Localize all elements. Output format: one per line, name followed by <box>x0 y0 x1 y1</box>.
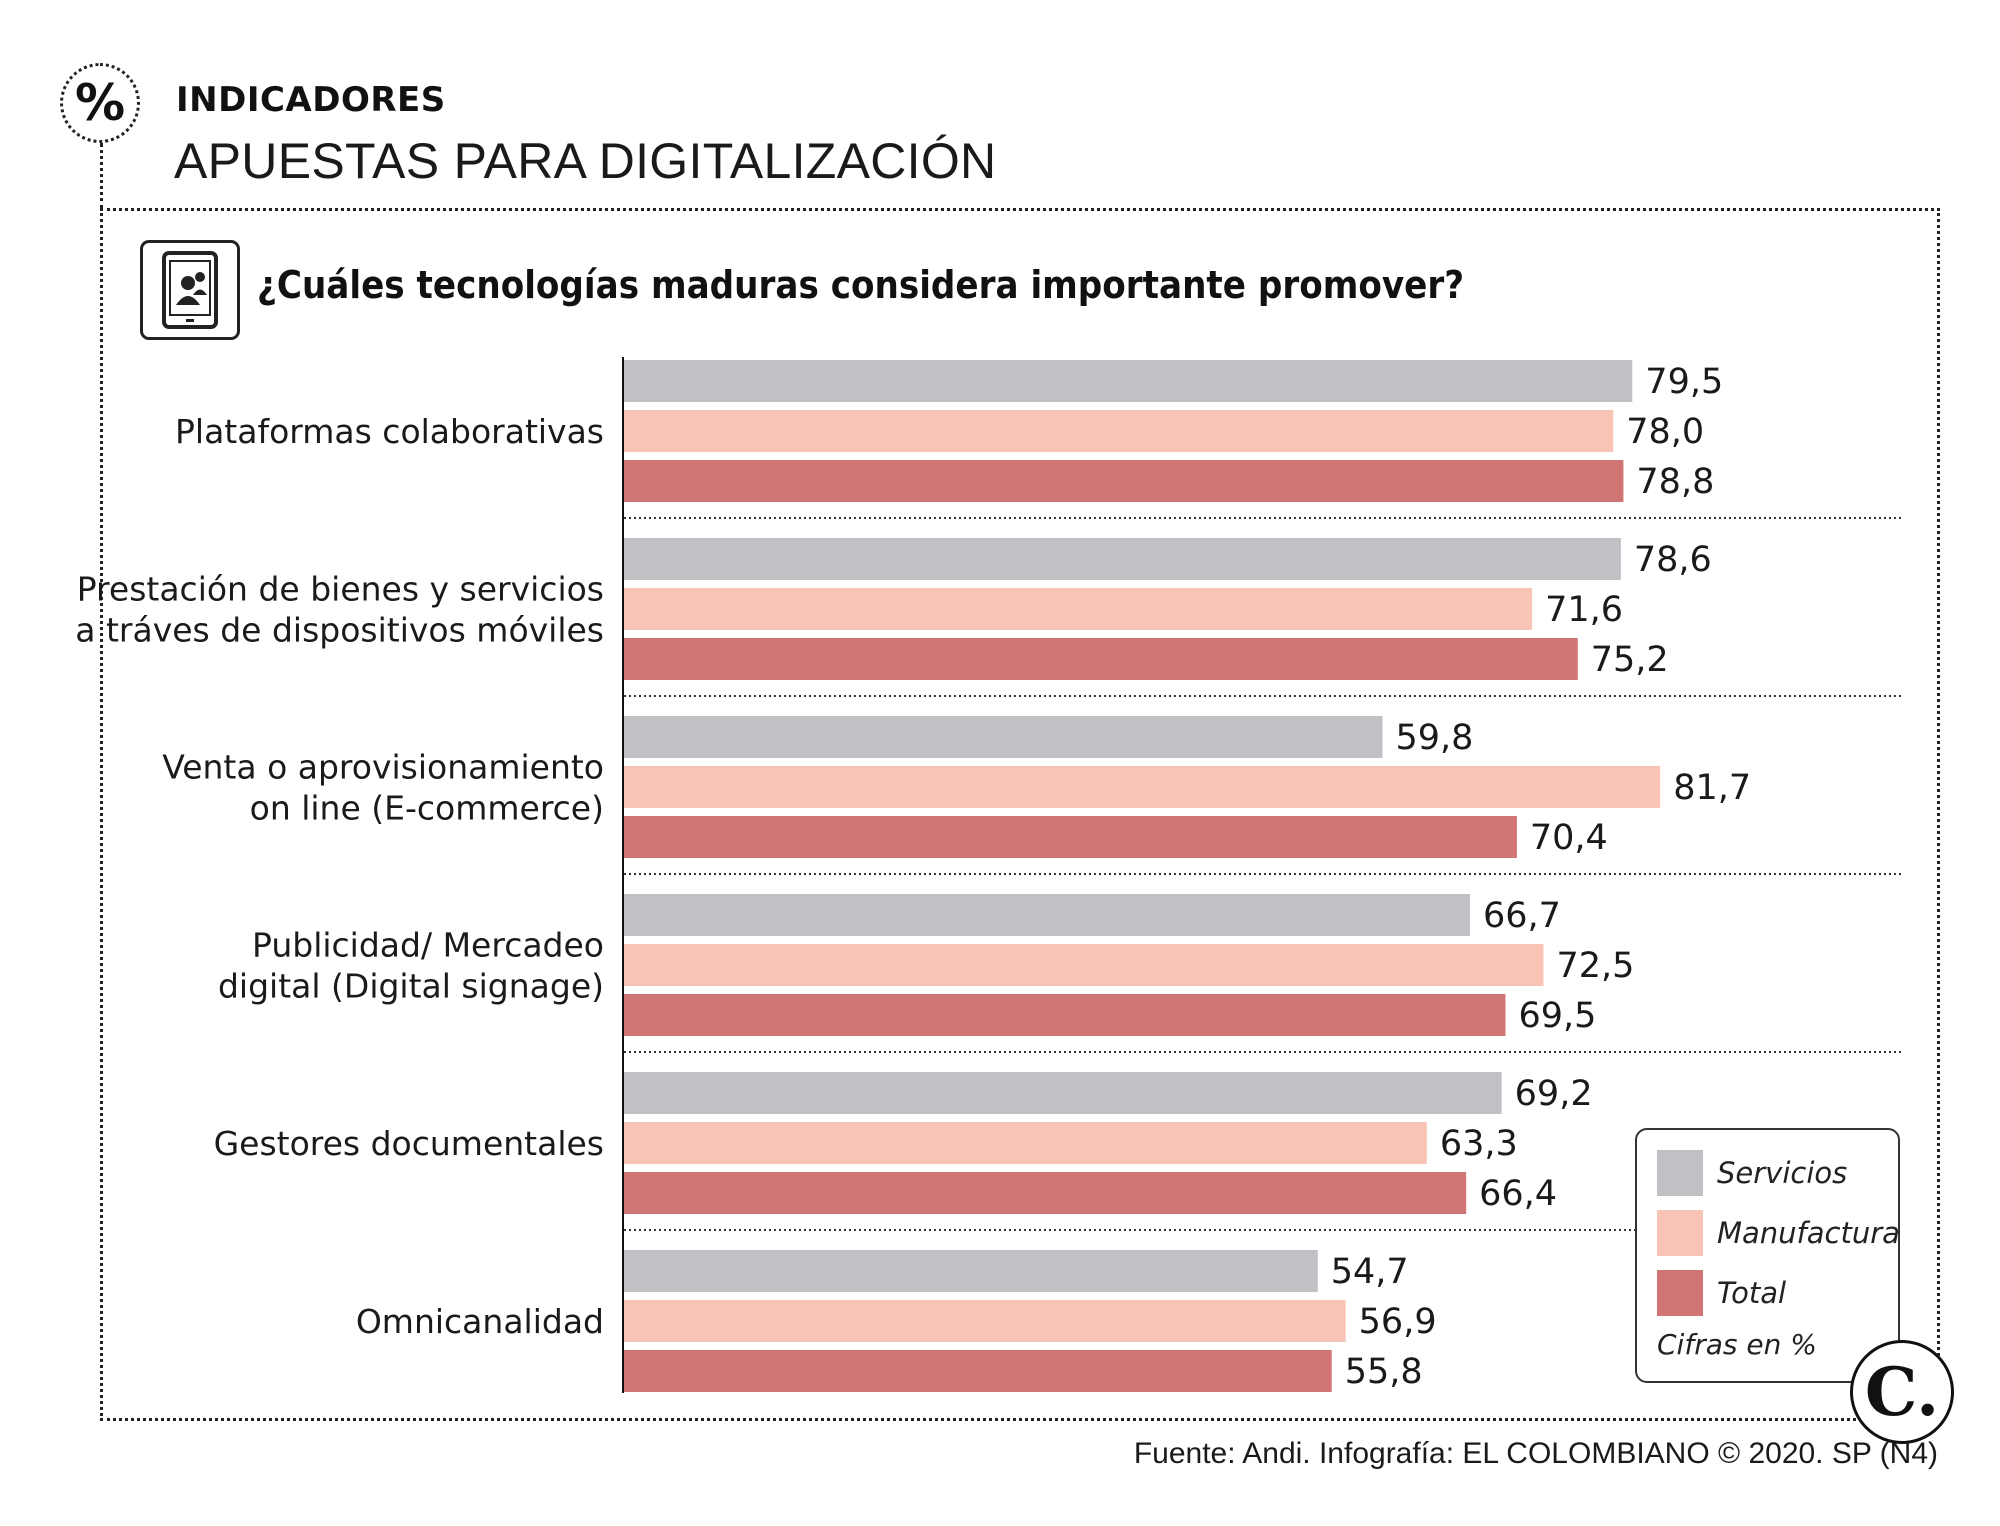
bar-ecommerce-manufactura <box>624 766 1661 808</box>
bar-plataformas-servicios <box>624 360 1633 402</box>
value-label-moviles-servicios: 78,6 <box>1634 540 1712 580</box>
value-label-ecommerce-manufactura: 81,7 <box>1673 768 1751 808</box>
category-label-plataformas: Plataformas colaborativas <box>175 412 604 451</box>
value-label-moviles-manufactura: 71,6 <box>1545 590 1623 630</box>
legend-item-total: Total <box>1657 1270 1786 1316</box>
bar-gestores-servicios <box>624 1072 1502 1114</box>
logo-letter: C. <box>1864 1353 1940 1431</box>
value-label-gestores-manufactura: 63,3 <box>1440 1124 1518 1164</box>
category-label-omnicanalidad: Omnicanalidad <box>356 1302 604 1341</box>
value-label-publicidad-total: 69,5 <box>1518 996 1596 1036</box>
legend-swatch-manufactura <box>1657 1210 1703 1256</box>
category-label-publicidad-line2: digital (Digital signage) <box>218 967 604 1006</box>
value-label-omnicanalidad-total: 55,8 <box>1345 1352 1423 1392</box>
chart-question: ¿Cuáles tecnologías maduras considera im… <box>257 263 1465 307</box>
bar-ecommerce-total <box>624 816 1517 858</box>
bar-omnicanalidad-manufactura <box>624 1300 1346 1342</box>
value-label-plataformas-servicios: 79,5 <box>1645 362 1723 402</box>
tablet-users-icon <box>140 240 240 340</box>
legend: Servicios Manufactura Total Cifras en % <box>1635 1128 1900 1383</box>
bar-omnicanalidad-servicios <box>624 1250 1318 1292</box>
legend-swatch-servicios <box>1657 1150 1703 1196</box>
value-label-publicidad-servicios: 66,7 <box>1483 896 1561 936</box>
value-label-omnicanalidad-manufactura: 56,9 <box>1359 1302 1437 1342</box>
legend-label-total: Total <box>1717 1276 1787 1310</box>
legend-unit-note: Cifras en % <box>1657 1328 1817 1361</box>
bar-moviles-manufactura <box>624 588 1533 630</box>
value-label-gestores-total: 66,4 <box>1479 1174 1557 1214</box>
bar-gestores-manufactura <box>624 1122 1427 1164</box>
value-label-plataformas-manufactura: 78,0 <box>1626 412 1704 452</box>
value-label-omnicanalidad-servicios: 54,7 <box>1331 1252 1409 1292</box>
legend-item-servicios: Servicios <box>1657 1150 1847 1196</box>
percent-symbol: % <box>74 74 126 132</box>
source-credit: Fuente: Andi. Infografía: EL COLOMBIANO … <box>1133 1437 1938 1470</box>
legend-item-manufactura: Manufactura <box>1657 1210 1900 1256</box>
section-kicker: INDICADORES <box>176 80 446 120</box>
bar-publicidad-manufactura <box>624 944 1544 986</box>
bar-plataformas-total <box>624 460 1624 502</box>
category-label-moviles-line2: a tráves de dispositivos móviles <box>75 611 604 650</box>
bar-omnicanalidad-total <box>624 1350 1332 1392</box>
category-label-moviles-line1: Prestación de bienes y servicios <box>77 570 604 609</box>
category-label-ecommerce-line1: Venta o aprovisionamiento <box>162 748 604 787</box>
dotted-leader-line <box>100 143 103 209</box>
bar-plataformas-manufactura <box>624 410 1614 452</box>
category-label-publicidad-line1: Publicidad/ Mercadeo <box>252 926 604 965</box>
value-label-gestores-servicios: 69,2 <box>1515 1074 1593 1114</box>
chart-frame <box>100 208 1940 1421</box>
bar-moviles-total <box>624 638 1578 680</box>
legend-swatch-total <box>1657 1270 1703 1316</box>
bar-publicidad-total <box>624 994 1506 1036</box>
page-title: APUESTAS PARA DIGITALIZACIÓN <box>174 133 997 189</box>
bar-gestores-total <box>624 1172 1467 1214</box>
value-label-ecommerce-total: 70,4 <box>1530 818 1608 858</box>
value-label-plataformas-total: 78,8 <box>1636 462 1714 502</box>
category-label-gestores: Gestores documentales <box>214 1124 604 1163</box>
el-colombiano-logo: C. <box>1850 1340 1954 1444</box>
legend-label-manufactura: Manufactura <box>1717 1216 1900 1250</box>
value-label-moviles-total: 75,2 <box>1591 640 1669 680</box>
category-label-ecommerce-line2: on line (E-commerce) <box>250 789 604 828</box>
value-label-publicidad-manufactura: 72,5 <box>1557 946 1635 986</box>
bar-moviles-servicios <box>624 538 1621 580</box>
legend-label-servicios: Servicios <box>1717 1156 1848 1190</box>
value-label-ecommerce-servicios: 59,8 <box>1395 718 1473 758</box>
percent-icon: % <box>60 63 140 143</box>
bar-ecommerce-servicios <box>624 716 1383 758</box>
bar-publicidad-servicios <box>624 894 1470 936</box>
